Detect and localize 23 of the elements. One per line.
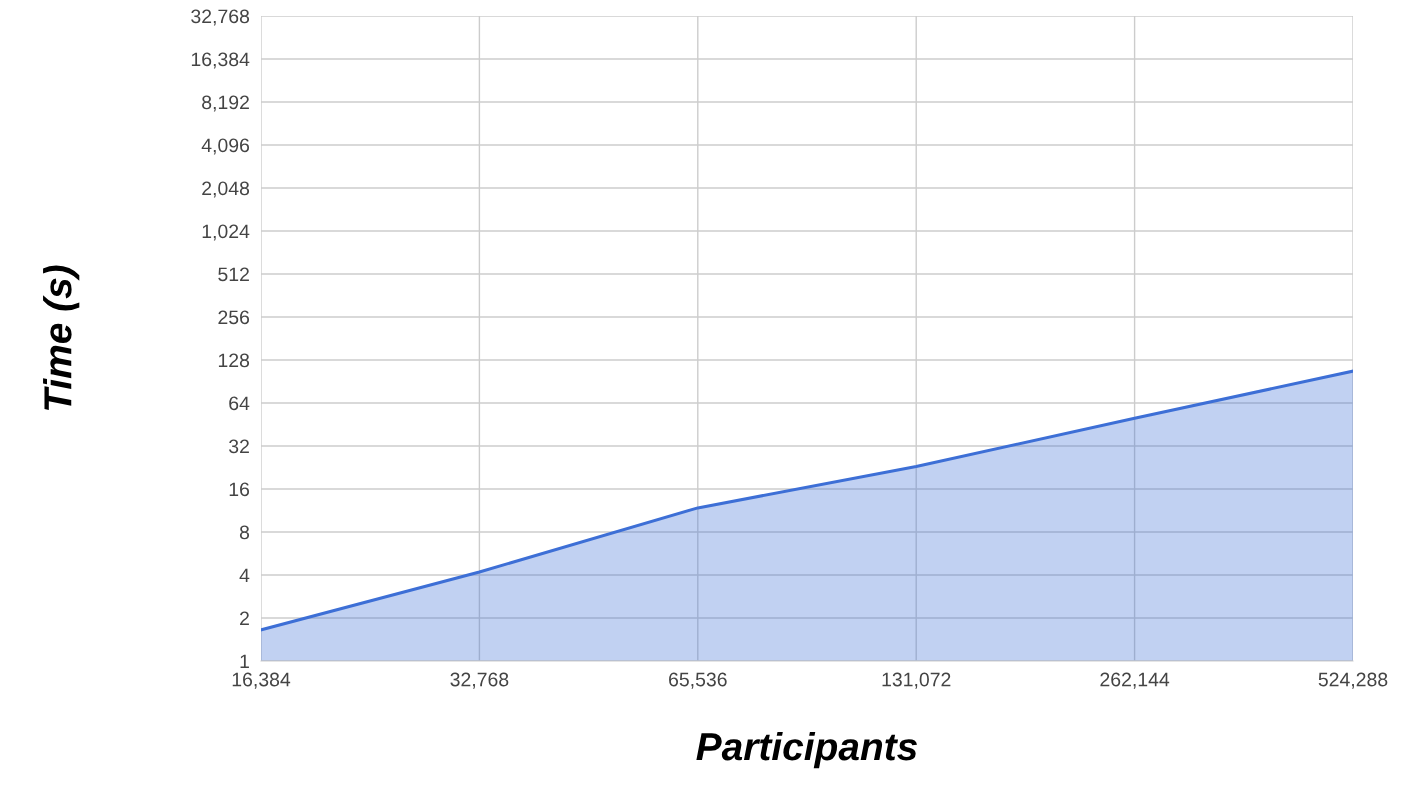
y-tick-label: 4,096 bbox=[201, 138, 250, 155]
y-tick-label: 512 bbox=[218, 267, 249, 282]
x-axis-title: Participants bbox=[696, 731, 917, 769]
y-tick-label: 64 bbox=[229, 396, 250, 411]
y-tick-label: 256 bbox=[218, 310, 250, 325]
y-axis-title: Time (s) bbox=[43, 265, 80, 410]
x-tick-label: 524,288 bbox=[1318, 672, 1388, 689]
y-tick-label: 4 bbox=[239, 568, 250, 583]
x-tick-label: 65,536 bbox=[669, 672, 727, 689]
y-tick-label: 16 bbox=[229, 482, 250, 497]
x-tick-label: 262,144 bbox=[1100, 672, 1170, 689]
y-tick-label: 1 bbox=[240, 654, 249, 669]
y-tick-label: 1,024 bbox=[202, 224, 250, 241]
x-tick-label: 131,072 bbox=[882, 672, 951, 689]
y-tick-label: 2,048 bbox=[202, 181, 250, 198]
y-tick-label: 128 bbox=[218, 353, 250, 368]
y-tick-label: 2 bbox=[240, 611, 249, 626]
y-tick-label: 8,192 bbox=[202, 95, 249, 112]
y-tick-label: 32,768 bbox=[191, 9, 250, 26]
y-tick-label: 16,384 bbox=[191, 52, 250, 69]
y-tick-label: 8 bbox=[239, 525, 250, 540]
x-tick-label: 32,768 bbox=[450, 672, 509, 689]
y-tick-label: 32 bbox=[229, 439, 249, 454]
